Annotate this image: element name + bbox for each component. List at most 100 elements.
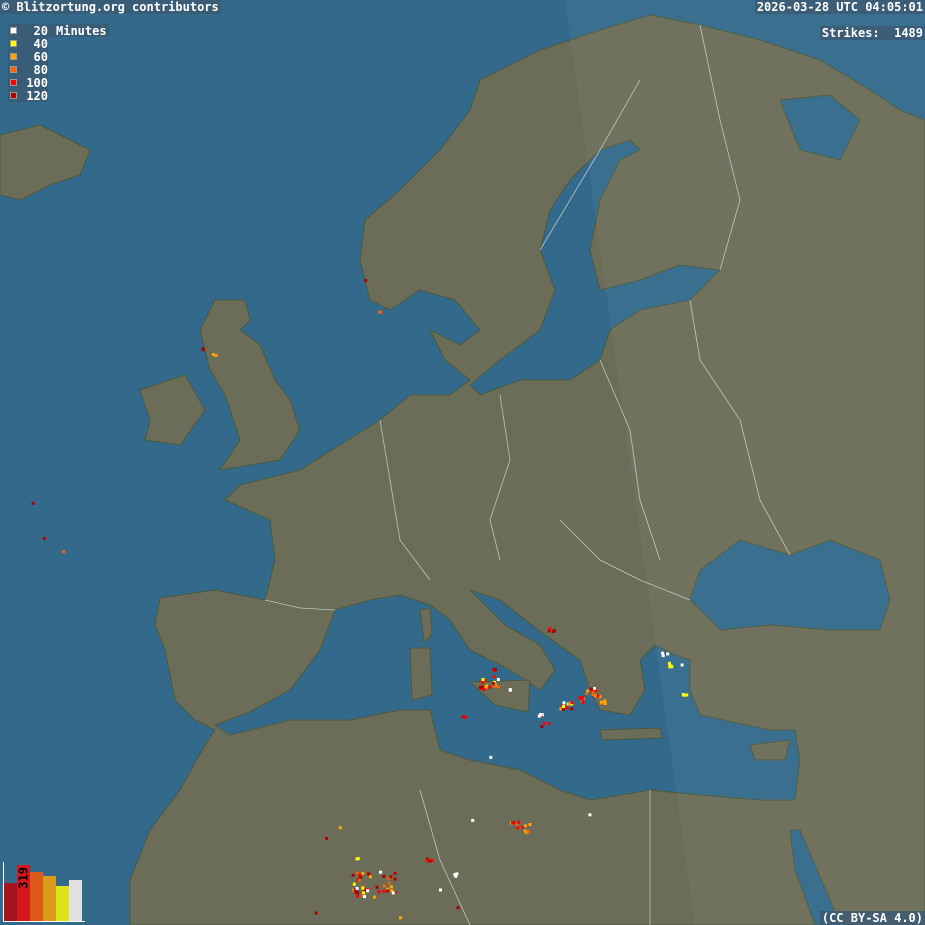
strike-marker bbox=[481, 685, 484, 689]
legend-item: 120 bbox=[8, 89, 48, 103]
strike-marker bbox=[455, 872, 459, 876]
strike-marker bbox=[425, 858, 429, 862]
strike-marker bbox=[387, 881, 391, 885]
strike-marker bbox=[483, 679, 487, 682]
strike-marker bbox=[581, 700, 585, 704]
country-border bbox=[264, 599, 336, 611]
strike-marker bbox=[357, 878, 361, 882]
strike-marker bbox=[362, 891, 365, 895]
strike-marker bbox=[338, 826, 342, 830]
strike-marker bbox=[540, 713, 544, 717]
strike-marker bbox=[382, 884, 386, 888]
age-histogram: 319 bbox=[3, 862, 85, 922]
strike-marker bbox=[523, 829, 527, 833]
strike-marker bbox=[547, 629, 551, 633]
strike-marker bbox=[31, 501, 35, 505]
strike-marker bbox=[356, 857, 360, 861]
strike-marker bbox=[481, 680, 484, 684]
black-sea bbox=[689, 539, 891, 631]
country-border bbox=[599, 359, 661, 561]
strike-marker bbox=[454, 874, 458, 878]
attribution-text: © Blitzortung.org contributors bbox=[0, 0, 221, 14]
strike-marker bbox=[591, 690, 595, 694]
country-border bbox=[559, 519, 691, 601]
histogram-bar-20 bbox=[69, 880, 82, 921]
histogram-bar-60 bbox=[43, 876, 56, 921]
strike-marker bbox=[382, 889, 386, 893]
strike-marker bbox=[521, 825, 525, 829]
strikes-count: 1489 bbox=[894, 26, 923, 40]
strike-marker bbox=[511, 821, 514, 825]
strike-marker bbox=[361, 871, 365, 875]
histogram-max-label: 319 bbox=[16, 867, 31, 889]
strike-marker bbox=[685, 693, 689, 697]
strike-marker bbox=[526, 830, 530, 834]
strike-marker bbox=[602, 700, 606, 704]
strike-marker bbox=[366, 889, 370, 893]
strike-marker bbox=[668, 661, 671, 665]
strike-marker bbox=[594, 694, 598, 698]
country-border bbox=[699, 24, 741, 271]
lightning-strikes bbox=[31, 279, 689, 920]
white-sea bbox=[779, 94, 861, 161]
strike-marker bbox=[211, 352, 215, 356]
strike-marker bbox=[391, 891, 395, 895]
strike-marker bbox=[62, 550, 66, 554]
strike-marker bbox=[364, 279, 368, 283]
strike-marker bbox=[494, 668, 498, 672]
age-legend: 20 Minutes 40 60 80 100 120 bbox=[8, 24, 109, 103]
strike-marker bbox=[596, 694, 600, 698]
strike-marker bbox=[439, 888, 442, 892]
strike-marker bbox=[42, 536, 46, 540]
strike-marker bbox=[214, 354, 218, 358]
strike-marker bbox=[551, 629, 555, 633]
corsica bbox=[419, 607, 433, 643]
legend-item: 20 Minutes bbox=[8, 24, 109, 38]
ireland bbox=[139, 374, 206, 446]
strike-marker bbox=[352, 882, 356, 886]
legend-age: 40 bbox=[33, 36, 48, 51]
legend-item: 40 bbox=[8, 36, 48, 51]
strike-marker bbox=[387, 876, 391, 880]
strike-marker bbox=[591, 693, 595, 697]
strike-marker bbox=[463, 715, 467, 719]
strike-marker bbox=[201, 347, 205, 351]
strike-marker bbox=[355, 886, 359, 890]
legend-swatch-icon bbox=[10, 79, 17, 86]
legend-swatch-icon bbox=[10, 27, 17, 34]
legend-item: 60 bbox=[8, 50, 48, 64]
strike-marker bbox=[585, 692, 589, 696]
histogram-bar-120 bbox=[4, 883, 17, 921]
strike-marker bbox=[515, 822, 519, 826]
strike-marker bbox=[562, 705, 565, 708]
strike-marker bbox=[368, 875, 372, 879]
red-sea bbox=[789, 829, 841, 925]
strike-marker bbox=[389, 875, 393, 879]
legend-age: 100 bbox=[26, 75, 48, 90]
strike-marker bbox=[542, 721, 546, 725]
sardinia bbox=[409, 647, 433, 701]
strike-marker bbox=[517, 820, 521, 824]
strike-marker bbox=[379, 870, 383, 874]
strike-marker bbox=[580, 698, 584, 702]
strike-marker bbox=[481, 678, 485, 682]
strike-marker bbox=[390, 889, 394, 892]
strike-marker bbox=[386, 887, 390, 891]
strike-marker bbox=[487, 685, 491, 689]
strike-marker bbox=[478, 686, 482, 689]
strike-marker bbox=[523, 824, 527, 828]
strike-marker bbox=[666, 652, 670, 656]
strike-marker bbox=[578, 696, 582, 700]
strike-marker bbox=[670, 665, 674, 669]
strike-marker bbox=[325, 836, 329, 840]
strike-marker bbox=[377, 890, 381, 894]
strike-marker bbox=[471, 818, 475, 822]
legend-swatch-icon bbox=[10, 53, 17, 60]
strike-counter: Strikes: 1489 bbox=[819, 26, 925, 40]
legend-age: 80 bbox=[33, 62, 48, 77]
legend-swatch-icon bbox=[10, 66, 17, 73]
histogram-bar-80 bbox=[30, 872, 43, 921]
strike-marker bbox=[453, 873, 457, 877]
